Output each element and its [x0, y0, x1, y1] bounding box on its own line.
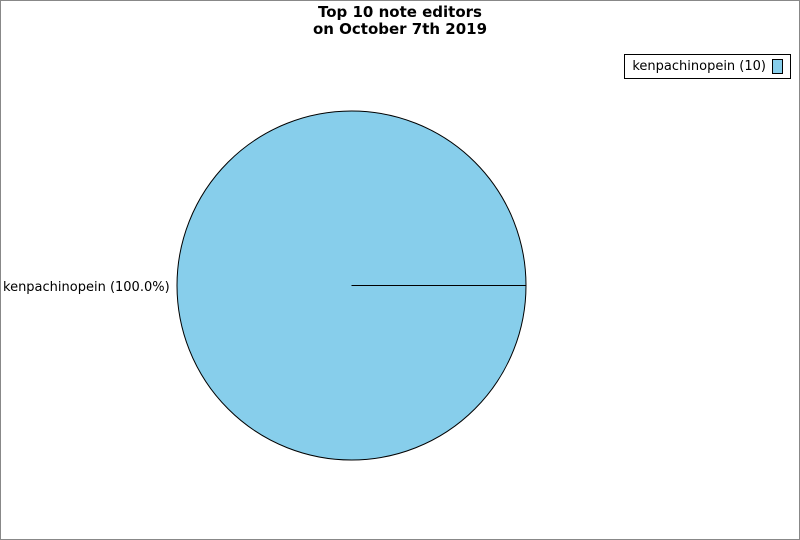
legend-entry-label: kenpachinopein (10) [632, 59, 766, 74]
chart-title: Top 10 note editors on October 7th 2019 [1, 4, 799, 38]
legend-color-swatch [772, 59, 783, 74]
chart-title-line-1: Top 10 note editors [317, 3, 482, 21]
pie-slice-label: kenpachinopein (100.0%) [3, 280, 170, 295]
chart-title-line-2: on October 7th 2019 [312, 20, 488, 38]
legend: kenpachinopein (10) [624, 54, 791, 79]
